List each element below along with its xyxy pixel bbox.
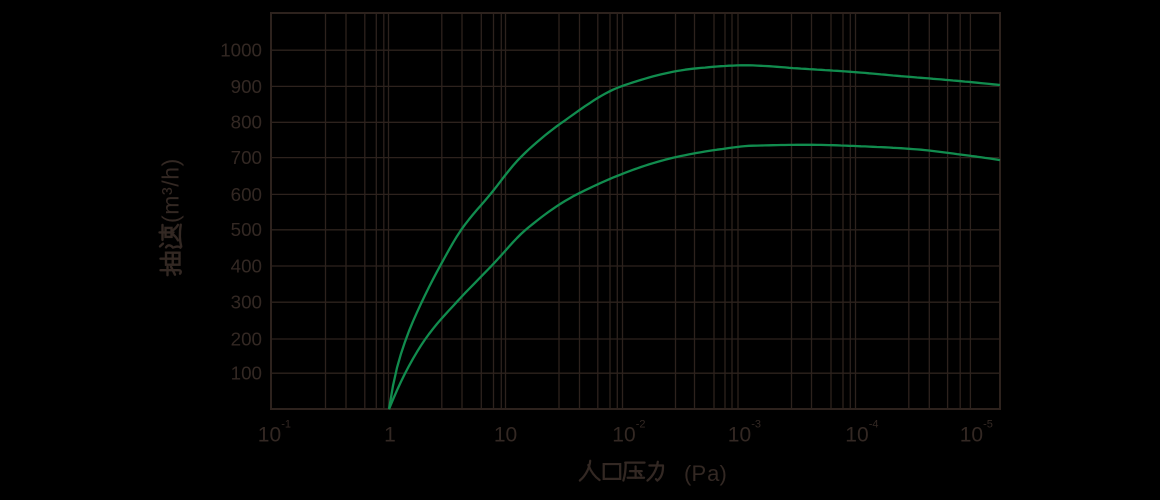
svg-text:500: 500 [231,219,262,240]
svg-text:10: 10 [960,423,983,446]
svg-text:-1: -1 [281,419,291,431]
svg-text:700: 700 [231,147,262,168]
svg-text:(: ( [684,461,692,486]
svg-text:Pa: Pa [692,461,721,486]
svg-text:600: 600 [231,184,262,205]
svg-text:800: 800 [231,112,262,133]
svg-text:-5: -5 [983,419,993,431]
svg-text:-2: -2 [636,419,646,431]
svg-text:10: 10 [258,423,281,446]
svg-text:200: 200 [231,328,262,349]
svg-text:-3: -3 [751,419,761,431]
svg-text:10: 10 [728,423,751,446]
svg-text:300: 300 [231,292,262,313]
svg-text:): ) [720,461,727,486]
svg-text:1000: 1000 [220,40,262,61]
svg-text:(m³/h): (m³/h) [158,158,184,223]
svg-text:400: 400 [231,255,262,276]
svg-text:10: 10 [612,423,635,446]
svg-text:100: 100 [231,363,262,384]
svg-text:10: 10 [494,423,517,446]
svg-text:-4: -4 [869,419,879,431]
svg-text:900: 900 [231,76,262,97]
svg-text:10: 10 [845,423,868,446]
svg-text:1: 1 [384,423,396,446]
